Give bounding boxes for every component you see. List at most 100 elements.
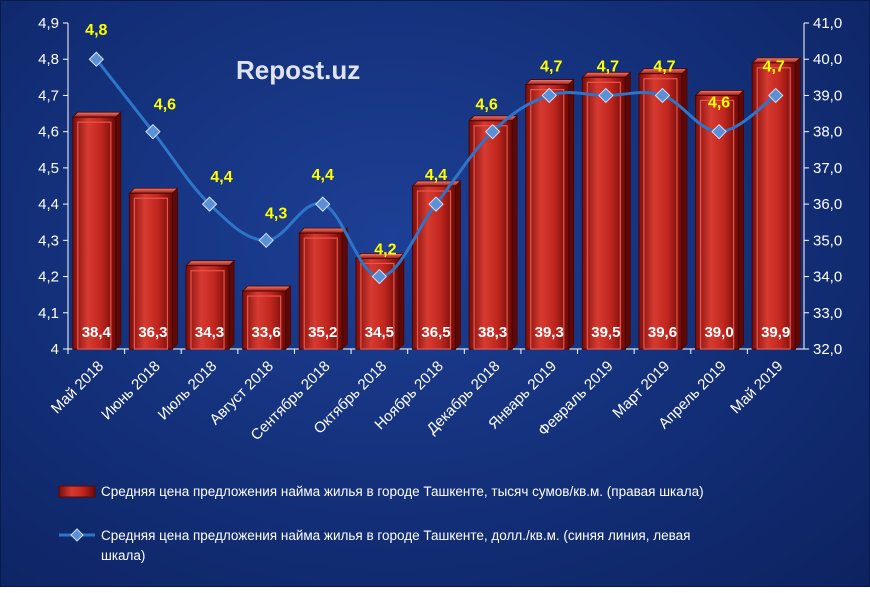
bar-side	[115, 111, 122, 350]
watermark: Repost.uz	[236, 55, 360, 85]
bar-bevel	[360, 262, 395, 350]
bar-side	[511, 114, 518, 350]
bar-value-label: 38,3	[478, 324, 507, 341]
bar-side	[228, 259, 235, 350]
left-tick-label: 4,3	[38, 232, 59, 249]
legend-bar-label: Средняя цена предложения найма жилья в г…	[101, 484, 704, 499]
left-tick-label: 4,2	[38, 269, 59, 286]
line-value-label: 4,6	[708, 95, 730, 112]
bar	[411, 185, 457, 350]
legend-line-label-line1: Средняя цена предложения найма жилья в г…	[101, 528, 690, 543]
bar-value-label: 39,5	[591, 324, 620, 341]
left-tick-label: 4,7	[38, 87, 59, 104]
bar-bevel	[756, 67, 791, 350]
bar-bevel	[190, 270, 225, 350]
line-value-label: 4,2	[374, 242, 396, 259]
bar-value-label: 34,3	[195, 324, 224, 341]
line-point	[371, 268, 388, 285]
bar	[638, 73, 683, 350]
right-tick-label: 37,0	[813, 160, 842, 177]
line-point	[541, 87, 557, 104]
bar	[468, 120, 513, 350]
bar-value-label: 39,9	[761, 324, 790, 341]
bar-side	[455, 180, 461, 350]
line-point	[428, 196, 444, 212]
bar-side	[794, 56, 801, 350]
left-tick-label: 4,5	[38, 160, 59, 177]
line-point	[767, 87, 784, 104]
bar-top	[71, 111, 122, 118]
legend-bar-swatch	[58, 485, 96, 498]
right-tick-label: 34,0	[813, 269, 842, 286]
bar-value-label: 34,5	[365, 324, 394, 341]
bar-value-label: 35,2	[308, 324, 337, 341]
right-tick-label: 38,0	[813, 124, 842, 141]
bar	[242, 290, 287, 350]
bar-bevel	[643, 78, 678, 350]
bar-side	[341, 227, 348, 350]
bar-side	[398, 252, 405, 350]
right-tick-label: 41,0	[813, 15, 842, 32]
line-point	[654, 87, 671, 104]
right-tick-label: 32,0	[813, 341, 842, 358]
bar-side	[624, 71, 631, 350]
bar-side	[285, 285, 292, 350]
bar-value-label: 38,4	[82, 324, 112, 341]
x-tick-label: Май 2019	[727, 358, 786, 417]
bar-bevel	[473, 125, 508, 350]
bar-top	[128, 187, 179, 194]
bar-bevel	[699, 99, 735, 350]
left-tick-label: 4,8	[38, 51, 59, 68]
line-value-label: 4,6	[475, 97, 497, 114]
legend-line-label: Средняя цена предложения найма жилья в г…	[101, 528, 694, 563]
left-tick-label: 4	[51, 341, 59, 358]
bar-bevel	[247, 295, 282, 350]
bar-side	[738, 89, 744, 350]
x-tick-label: Июнь 2018	[98, 358, 164, 424]
line-value-label: 4,7	[763, 58, 785, 75]
bar-value-label: 39,0	[704, 324, 733, 341]
bar-bevel	[586, 81, 621, 350]
left-tick-label: 4,6	[38, 124, 59, 141]
right-tick-label: 36,0	[813, 196, 842, 213]
left-tick-label: 4,9	[38, 15, 59, 32]
right-tick-label: 40,0	[813, 51, 842, 68]
bar-top	[185, 260, 236, 267]
bar	[525, 84, 570, 350]
line-value-label: 4,4	[210, 169, 232, 186]
line-value-label: 4,7	[540, 58, 562, 75]
right-tick-label: 35,0	[813, 232, 842, 249]
bar-value-label: 33,6	[252, 324, 281, 341]
bar-bevel	[77, 121, 112, 350]
bar	[72, 116, 117, 350]
line-value-label: 4,4	[312, 167, 334, 184]
line-value-label: 4,7	[597, 58, 619, 75]
left-tick-label: 4,4	[38, 196, 59, 213]
line-value-label: 4,6	[154, 97, 176, 114]
bar-value-label: 39,6	[648, 324, 677, 341]
x-tick-label: Май 2018	[48, 358, 107, 417]
right-tick-label: 39,0	[813, 87, 842, 104]
bar	[128, 192, 173, 350]
bar-side	[172, 187, 178, 350]
line-value-label: 4,3	[265, 205, 287, 222]
bar-top	[241, 285, 292, 292]
left-tick-label: 4,1	[38, 305, 59, 322]
bar-value-label: 36,3	[138, 324, 167, 341]
bar-top	[524, 79, 575, 85]
bar	[581, 76, 626, 350]
bar-value-label: 39,3	[535, 324, 564, 341]
right-tick-label: 33,0	[813, 305, 842, 322]
bar-value-label: 36,5	[421, 324, 450, 341]
line-point	[315, 196, 331, 212]
line-value-label: 4,4	[425, 167, 447, 184]
line-point	[711, 123, 727, 140]
line-point	[88, 51, 105, 67]
legend-line-marker	[70, 528, 84, 542]
line-value-label: 4,8	[85, 22, 107, 39]
bar-bevel	[530, 88, 565, 350]
bar-bevel	[303, 237, 338, 350]
bar	[185, 265, 230, 350]
